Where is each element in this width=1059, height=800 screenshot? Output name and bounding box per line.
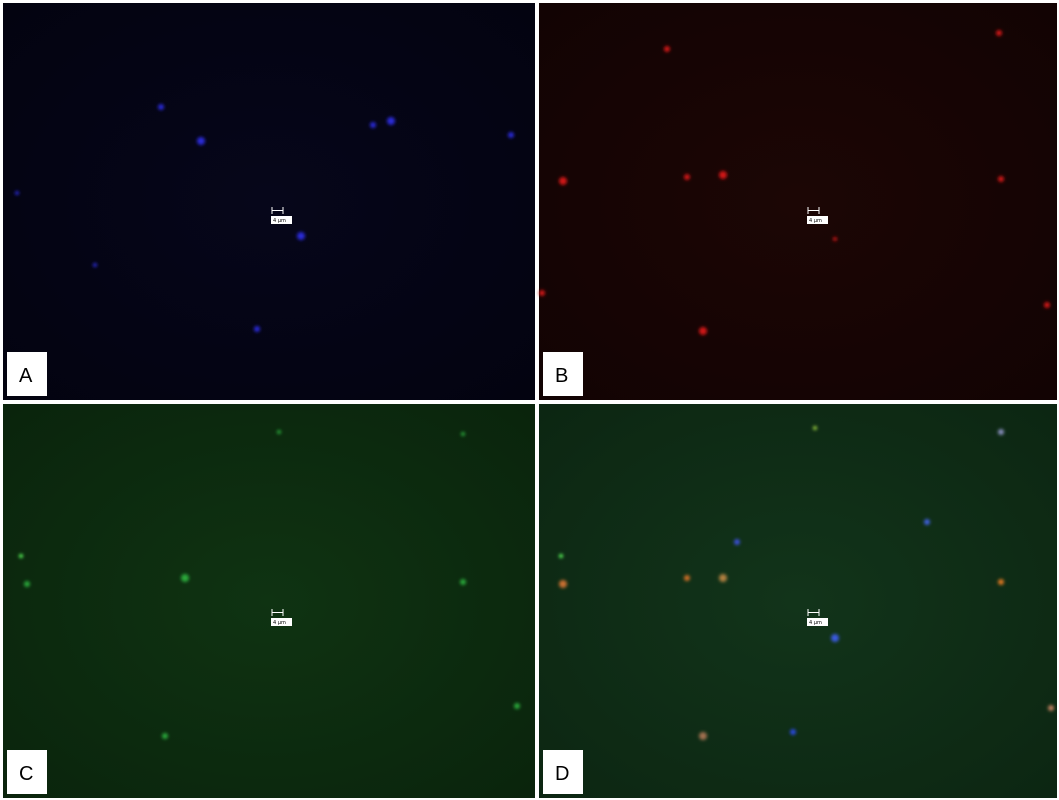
micrograph	[539, 404, 1057, 798]
panel-a: 4 µm A	[3, 3, 535, 400]
cell	[559, 177, 567, 185]
cell	[24, 581, 30, 587]
cell	[684, 174, 690, 180]
cell	[790, 729, 796, 735]
panel-label: C	[19, 763, 33, 785]
cell	[370, 122, 376, 128]
panel-label: B	[555, 365, 568, 387]
cell	[924, 519, 930, 525]
cell	[996, 30, 1002, 36]
cell	[664, 46, 670, 52]
cell	[831, 634, 839, 642]
cell	[539, 290, 545, 296]
cell	[833, 237, 837, 241]
scale-text: 4 µm	[273, 620, 286, 626]
cell	[277, 430, 281, 434]
panel-label: A	[19, 365, 33, 387]
scale-text: 4 µm	[809, 218, 822, 224]
cell	[93, 263, 97, 267]
cell	[684, 575, 690, 581]
micrograph	[3, 404, 535, 798]
cell	[197, 137, 205, 145]
cell	[699, 327, 707, 335]
cell	[19, 554, 23, 558]
cell	[15, 191, 19, 195]
cell	[559, 580, 567, 588]
cell	[719, 171, 727, 179]
cell	[1048, 705, 1054, 711]
cell	[998, 176, 1004, 182]
cell	[719, 574, 727, 582]
cell	[734, 539, 740, 545]
scale-text: 4 µm	[809, 620, 822, 626]
cell	[1044, 302, 1050, 308]
cell	[508, 132, 514, 138]
cell	[998, 579, 1004, 585]
cell	[461, 432, 465, 436]
cell	[181, 574, 189, 582]
scale-text: 4 µm	[273, 218, 286, 224]
cell	[813, 426, 817, 430]
cell	[559, 554, 563, 558]
figure: 4 µm A 4 µm B	[0, 0, 1059, 800]
cell	[514, 703, 520, 709]
cell	[699, 732, 707, 740]
cell	[387, 117, 395, 125]
cell	[998, 429, 1004, 435]
panel-d: 4 µm D	[539, 404, 1057, 798]
panel-c: 4 µm C	[3, 404, 535, 798]
cell	[254, 326, 260, 332]
micrograph	[539, 3, 1057, 400]
cell	[158, 104, 164, 110]
cell	[162, 733, 168, 739]
micrograph	[3, 3, 535, 400]
panel-b: 4 µm B	[539, 3, 1057, 400]
cell	[297, 232, 305, 240]
panel-label: D	[555, 763, 569, 785]
cell	[460, 579, 466, 585]
